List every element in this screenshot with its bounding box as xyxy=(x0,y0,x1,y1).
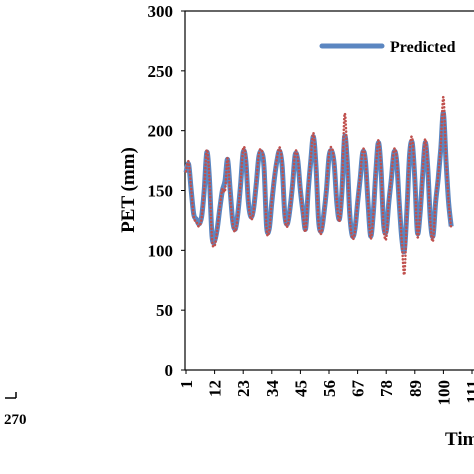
y-tick-label: 50 xyxy=(156,301,173,320)
y-tick-label: 250 xyxy=(148,62,174,81)
x-tick-label: 100 xyxy=(434,380,453,406)
x-tick-label: 89 xyxy=(406,380,425,397)
x-tick-label: 34 xyxy=(263,380,282,398)
y-tick-label: 150 xyxy=(148,182,174,201)
x-axis: 11223344556677889100111122 xyxy=(177,370,474,406)
x-tick-label: 12 xyxy=(206,380,225,397)
x-tick-label: 45 xyxy=(291,380,310,397)
legend-label-predicted: Predicted xyxy=(390,39,456,56)
x-tick-label: 78 xyxy=(377,380,396,397)
y-tick-label: 0 xyxy=(165,361,174,380)
fragment-tick-label: 270 xyxy=(4,412,27,428)
y-axis: 0 50 100 150 200 250 300 xyxy=(148,2,185,380)
legend: Predicted xyxy=(319,39,456,56)
x-axis-title: Tim xyxy=(445,429,474,450)
left-panel-fragment: 270 xyxy=(4,392,27,428)
y-tick-label: 100 xyxy=(148,241,174,260)
series-line-observed xyxy=(184,95,453,277)
x-tick-label: 67 xyxy=(349,380,368,398)
x-tick-label: 56 xyxy=(320,380,339,397)
x-tick-label: 111 xyxy=(463,380,474,404)
x-tick-label: 1 xyxy=(177,380,196,389)
y-tick-label: 200 xyxy=(148,122,174,141)
y-axis-title: PET (mm) xyxy=(118,147,139,233)
x-tick-label: 23 xyxy=(234,380,253,397)
y-tick-label: 300 xyxy=(148,2,174,21)
series-layer xyxy=(183,95,454,277)
